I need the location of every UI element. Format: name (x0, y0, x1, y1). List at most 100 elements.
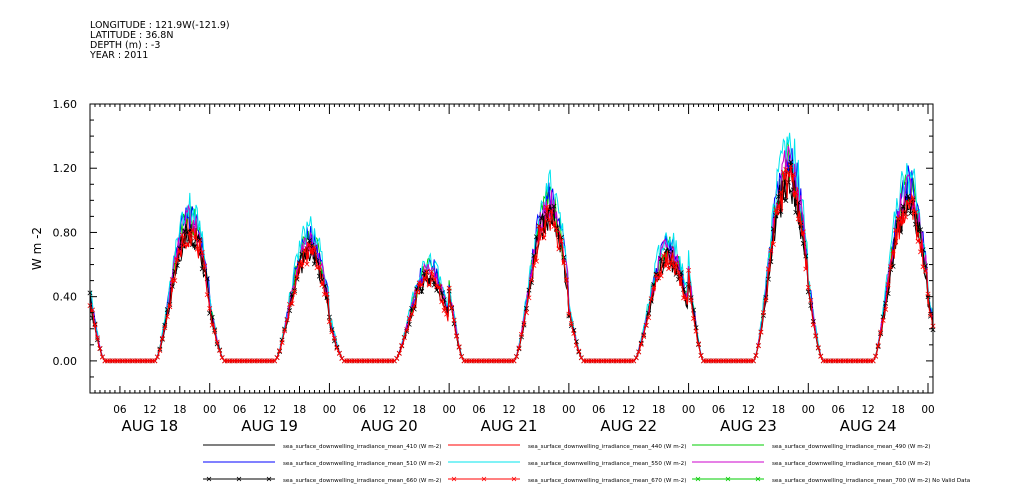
series-line (89, 132, 934, 362)
series-marker (641, 334, 647, 339)
series-marker (329, 329, 335, 335)
series-marker (441, 307, 447, 313)
series-marker (678, 274, 684, 280)
longitude-label: LONGITUDE : 121.9W(-121.9) (90, 20, 230, 31)
series-marker (563, 277, 569, 283)
x-tick-label: 00 (203, 404, 216, 416)
legend-marker (725, 476, 731, 482)
series-marker (880, 317, 886, 323)
depth-label: DEPTH (m) : -3 (90, 40, 161, 51)
x-tick-label: 06 (712, 404, 726, 416)
series-marker (696, 341, 702, 347)
x-tick-label: 18 (532, 404, 545, 416)
series-marker (197, 237, 203, 243)
series-marker (765, 276, 771, 282)
series-marker (212, 328, 218, 334)
legend-label: sea_surface_downwelling_irradiance_mean_… (528, 444, 686, 450)
x-tick-label: 06 (233, 404, 247, 416)
series-marker (174, 257, 180, 263)
series-marker (568, 321, 574, 327)
series-marker (172, 278, 178, 284)
series-marker (511, 358, 517, 364)
series-marker (578, 355, 584, 361)
series-marker (918, 249, 924, 255)
series-marker (426, 282, 432, 288)
legend-label: sea_surface_downwelling_irradiance_mean_… (772, 444, 930, 450)
series-marker (818, 353, 824, 359)
y-tick-label: 0.80 (53, 226, 78, 239)
series-marker (90, 307, 95, 313)
series-marker (815, 345, 821, 351)
series-marker (282, 328, 288, 334)
series-marker (913, 221, 919, 227)
series-marker (306, 241, 312, 247)
series-marker (406, 316, 412, 321)
series-marker (446, 285, 452, 291)
series-marker (277, 348, 283, 354)
series-marker (561, 260, 567, 266)
legend-marker (511, 476, 517, 482)
series-marker (651, 284, 657, 290)
series-marker (411, 303, 417, 309)
x-tick-label: 12 (622, 404, 635, 416)
series-marker (878, 329, 884, 335)
x-tick-label: 06 (832, 404, 846, 416)
series-marker (331, 335, 337, 341)
series-marker (204, 292, 210, 298)
axis-ticks (89, 103, 934, 394)
series-marker (396, 350, 402, 356)
series-marker (162, 325, 168, 331)
series-marker (633, 355, 639, 361)
series-marker (636, 349, 642, 355)
series-marker (192, 235, 198, 241)
series-marker (556, 246, 562, 252)
series-marker (99, 354, 105, 360)
series-marker (431, 282, 437, 288)
series-marker (202, 263, 208, 269)
series-marker (576, 348, 582, 354)
series-marker (449, 304, 455, 310)
series-marker (546, 217, 552, 223)
latitude-label: LATITUDE : 36.8N (90, 30, 174, 41)
series-marker (873, 353, 879, 359)
series-marker (162, 322, 168, 328)
x-day-label: AUG 18 (121, 417, 178, 435)
x-day-label: AUG 24 (840, 417, 897, 435)
series-marker (658, 273, 664, 279)
x-tick-label: 12 (502, 404, 515, 416)
series-marker (164, 314, 170, 320)
legend: sea_surface_downwelling_irradiance_mean_… (203, 444, 970, 484)
series-marker (648, 296, 654, 302)
series-marker (803, 266, 809, 272)
series-marker (416, 280, 422, 286)
series-marker (698, 353, 704, 359)
series-marker (167, 304, 173, 310)
series-marker (516, 345, 522, 351)
x-tick-label: 12 (383, 404, 396, 416)
series-marker (152, 358, 158, 364)
series-marker (454, 333, 460, 339)
legend-label: sea_surface_downwelling_irradiance_mean_… (772, 478, 970, 484)
y-axis-label: W m -2 (30, 227, 44, 270)
series-marker (790, 171, 796, 177)
series-marker (553, 227, 559, 233)
series-marker (888, 264, 894, 270)
series-marker (903, 214, 909, 220)
series-marker (289, 301, 295, 307)
x-day-label: AUG 19 (241, 417, 298, 435)
series-marker (536, 223, 542, 229)
x-tick-label: 12 (742, 404, 755, 416)
series-marker (683, 296, 689, 302)
series-marker (538, 226, 544, 232)
series-marker (394, 355, 400, 361)
series-marker (805, 289, 811, 295)
series-marker (197, 238, 203, 244)
legend-marker (206, 476, 212, 482)
series-marker (179, 232, 185, 238)
series-marker (274, 355, 280, 361)
x-day-label: AUG 23 (720, 417, 777, 435)
x-tick-label: 12 (861, 404, 874, 416)
series-marker (923, 268, 929, 274)
series-marker (284, 317, 290, 323)
series-marker (172, 268, 178, 274)
